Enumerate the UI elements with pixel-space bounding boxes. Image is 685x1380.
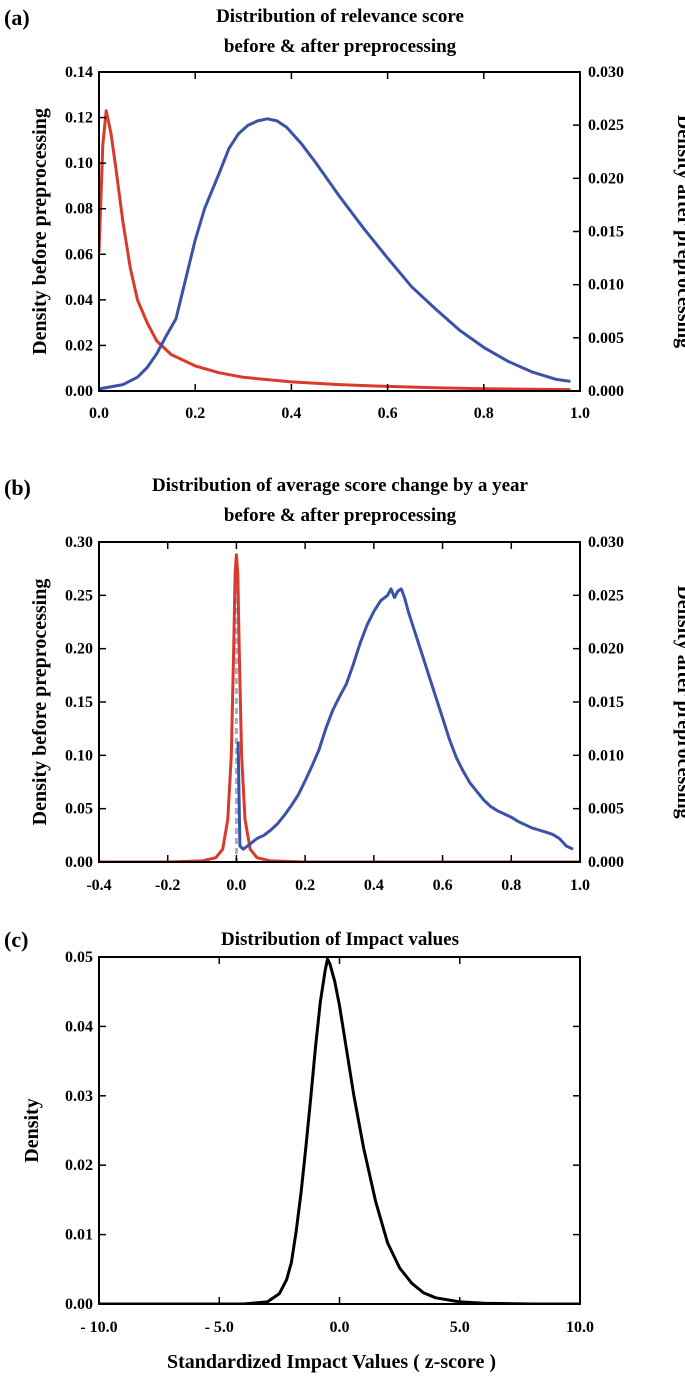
y-tick-label-left: 0.00	[65, 383, 93, 400]
x-tick-label: - 5.0	[205, 1319, 234, 1336]
y-tick-label-right: 0.020	[588, 170, 624, 187]
y-tick-label-right: 0.030	[588, 534, 624, 551]
y-tick-label-right: 0.015	[588, 224, 624, 241]
chart-panel-c: (c) Distribution of Impact values - 10.0 - …	[4, 927, 594, 1373]
y-tick-label-left: 0.14	[65, 64, 93, 81]
y-tick-label-left: 0.00	[65, 1296, 93, 1313]
x-tick-label: 0.8	[501, 877, 521, 894]
chart-panel-a: (a) Distribution of relevance score before…	[4, 5, 685, 422]
y-tick-label-left: 0.10	[65, 747, 93, 764]
panel-label: (c)	[4, 927, 28, 952]
x-tick-label: 0.0	[89, 405, 109, 422]
x-tick-label: 0.0	[226, 877, 246, 894]
x-tick-label: 10.0	[566, 1319, 594, 1336]
y-tick-label-left: 0.00	[65, 854, 93, 871]
x-tick-label: 0.2	[295, 877, 315, 894]
y-axis-label-left: Density before preprocessing	[29, 579, 51, 826]
x-tick-label: -0.4	[86, 877, 111, 894]
y-tick-label-right: 0.005	[588, 801, 624, 818]
plot-frame	[98, 71, 581, 392]
x-tick-label: 0.6	[433, 877, 453, 894]
y-tick-label-right: 0.025	[588, 587, 624, 604]
y-tick-label-right: 0.010	[588, 277, 624, 294]
y-tick-label-left: 0.10	[65, 155, 93, 172]
y-tick-label-right: 0.005	[588, 330, 624, 347]
x-tick-label: 0.4	[281, 405, 301, 422]
x-tick-label: 1.0	[570, 405, 590, 422]
series-line-density	[99, 957, 580, 1304]
chart-title-line: before & after preprocessing	[224, 505, 457, 526]
chart-title-line: Distribution of average score change by …	[152, 475, 528, 496]
x-tick-label: 0.8	[474, 405, 494, 422]
y-tick-label-left: 0.15	[65, 694, 93, 711]
y-tick-label-right: 0.030	[588, 64, 624, 81]
series-line-after	[236, 587, 574, 851]
y-tick-label-right: 0.015	[588, 694, 624, 711]
panel-label: (b)	[4, 475, 31, 500]
x-tick-label: - 10.0	[80, 1319, 117, 1336]
y-axis-label-left: Density	[21, 1098, 43, 1162]
y-tick-label-left: 0.05	[65, 801, 93, 818]
series-line-before	[99, 553, 580, 862]
chart-title-line: Distribution of Impact values	[221, 929, 459, 950]
x-tick-label: 0.6	[378, 405, 398, 422]
y-tick-label-right: 0.010	[588, 747, 624, 764]
y-tick-label-left: 0.08	[65, 201, 93, 218]
y-tick-label-left: 0.03	[65, 1088, 93, 1105]
y-tick-label-left: 0.20	[65, 641, 93, 658]
y-tick-label-right: 0.025	[588, 117, 624, 134]
x-tick-label: 1.0	[570, 877, 590, 894]
y-tick-label-left: 0.02	[65, 1157, 93, 1174]
y-axis-label-right: Density after preprocessing	[673, 585, 685, 818]
y-tick-label-left: 0.12	[65, 110, 93, 127]
y-tick-label-left: 0.04	[65, 292, 93, 309]
y-tick-label-left: 0.04	[65, 1018, 93, 1035]
x-axis-label: Standardized Impact Values ( z-score )	[167, 1351, 496, 1373]
chart-title-line: before & after preprocessing	[224, 36, 457, 57]
series-line-before	[99, 109, 571, 391]
y-axis-label-left: Density before preprocessing	[29, 108, 51, 355]
y-tick-label-left: 0.05	[65, 949, 93, 966]
y-tick-label-right: 0.000	[588, 854, 624, 871]
chart-panel-b: (b) Distribution of average score change …	[4, 475, 685, 894]
y-tick-label-left: 0.25	[65, 587, 93, 604]
x-tick-label: 0.0	[330, 1319, 350, 1336]
y-tick-label-left: 0.30	[65, 534, 93, 551]
x-tick-label: 0.2	[185, 405, 205, 422]
y-tick-label-right: 0.000	[588, 383, 624, 400]
chart-title-line: Distribution of relevance score	[216, 6, 464, 27]
y-tick-label-left: 0.02	[65, 337, 93, 354]
y-tick-label-right: 0.020	[588, 641, 624, 658]
panel-label: (a)	[4, 5, 30, 30]
x-tick-label: 0.4	[364, 877, 384, 894]
x-tick-label: -0.2	[155, 877, 180, 894]
y-tick-label-left: 0.01	[65, 1227, 93, 1244]
y-tick-label-left: 0.06	[65, 246, 93, 263]
series-line-after	[99, 117, 571, 391]
y-axis-label-right: Density after preprocessing	[673, 115, 685, 348]
x-tick-label: 5.0	[450, 1319, 470, 1336]
